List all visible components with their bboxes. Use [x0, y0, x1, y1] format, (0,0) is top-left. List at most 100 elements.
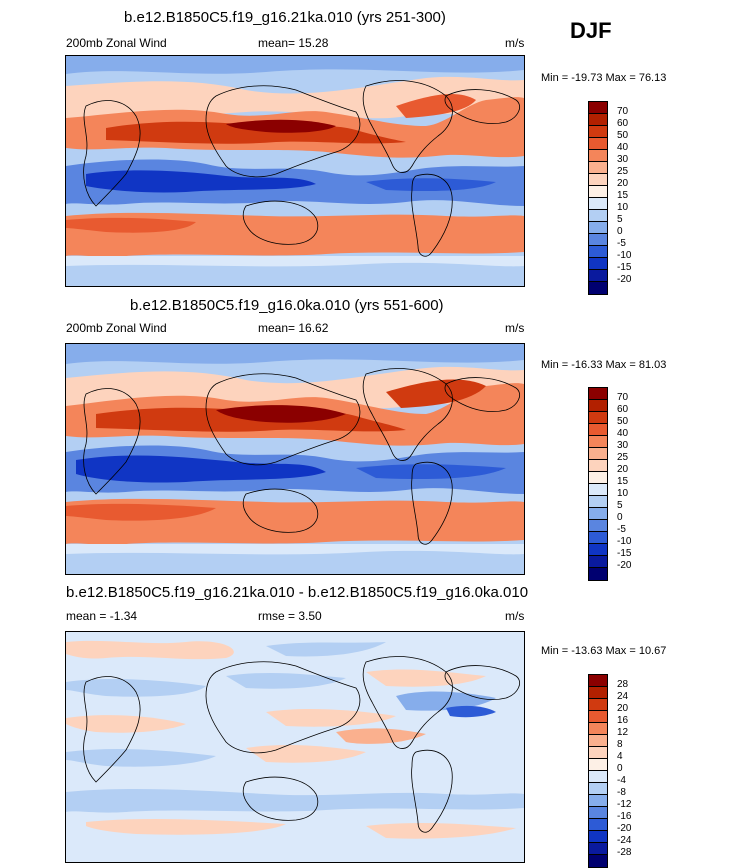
panel3-field-neg4: [396, 691, 496, 711]
panel2-colorbar-swatch: [589, 520, 607, 532]
panel3-field-pos4: [266, 709, 396, 727]
panel1-colorbar-swatch: [589, 102, 607, 114]
panel1-field-tropics-atl: [366, 178, 496, 192]
panel1-colorbar-label: -5: [617, 238, 626, 249]
panel1-minmax: Min = -19.73 Max = 76.13: [541, 72, 667, 84]
panel3-colorbar-swatch: [589, 843, 607, 855]
panel3-colorbar-label: 24: [617, 691, 629, 702]
panel2-colorbar-label: 10: [617, 488, 629, 499]
panel2-colorbar-label: 70: [617, 392, 629, 403]
panel3-colorbar-swatch: [589, 795, 607, 807]
panel1-field-sh-jetcore: [66, 217, 196, 233]
panel2-field-tropics-atl: [356, 464, 506, 479]
panel3-field-pos2: [366, 669, 486, 687]
panel2-colorbar-label: 50: [617, 416, 629, 427]
panel3-field-pos8: [366, 822, 516, 839]
panel3-colorbar-label: -8: [617, 787, 626, 798]
panel3-colorbar-label: -20: [617, 823, 632, 834]
panel2-colorbar-swatch: [589, 556, 607, 568]
panel3-field-neg1: [266, 642, 386, 657]
panel1-colorbar-swatch: [589, 258, 607, 270]
panel3-colorbar-swatch: [589, 855, 607, 867]
panel2-field-nh-jetmax: [216, 405, 346, 423]
panel1-map-svg: [66, 56, 524, 286]
panel2-minmax: Min = -16.33 Max = 81.03: [541, 359, 667, 371]
panel3-colorbar-label: -28: [617, 847, 632, 858]
panel2-colorbar-label: 20: [617, 464, 629, 475]
panel1-colorbar-swatch: [589, 246, 607, 258]
panel3-colorbar-swatch: [589, 675, 607, 687]
panel1-coastlines: [83, 80, 520, 257]
panel3-map-svg: [66, 632, 524, 862]
panel2-colorbar-swatch: [589, 460, 607, 472]
panel1-title: b.e12.B1850C5.f19_g16.21ka.010 (yrs 251-…: [124, 9, 446, 26]
panel3-colorbar-swatch: [589, 807, 607, 819]
panel1-field-atl-jet: [396, 93, 476, 118]
panel3-field-neg6: [66, 749, 216, 767]
panel1-colorbar-swatch: [589, 174, 607, 186]
panel3-colorbar: [588, 674, 608, 868]
panel3-colorbar-label: 28: [617, 679, 629, 690]
panel2-field-sh-jetcore: [66, 503, 216, 521]
panel3-field-pos5: [336, 728, 426, 744]
panel2-colorbar-swatch: [589, 388, 607, 400]
panel2-colorbar-swatch: [589, 532, 607, 544]
panel1-colorbar-label: 5: [617, 214, 623, 225]
panel1-colorbar-swatch: [589, 210, 607, 222]
panel3-colorbar-swatch: [589, 735, 607, 747]
panel1-colorbar-swatch: [589, 162, 607, 174]
panel2-colorbar-label: -15: [617, 548, 632, 559]
panel2-title: b.e12.B1850C5.f19_g16.0ka.010 (yrs 551-6…: [130, 297, 444, 314]
panel1-colorbar-label: -20: [617, 274, 632, 285]
panel3-coastlines: [83, 656, 520, 833]
panel1-colorbar-label: 70: [617, 106, 629, 117]
panel1-colorbar-label: 0: [617, 226, 623, 237]
panel2-colorbar-label: 5: [617, 500, 623, 511]
panel1-colorbar-swatch: [589, 114, 607, 126]
panel2-colorbar-label: 60: [617, 404, 629, 415]
panel3-field-pos1: [66, 640, 234, 660]
panel3-colorbar-label: 16: [617, 715, 629, 726]
panel3-rmse-label: rmse = 3.50: [258, 609, 322, 623]
panel1-colorbar-label: 15: [617, 190, 629, 201]
panel1-colorbar-label: 20: [617, 178, 629, 189]
panel3-map: [65, 631, 525, 863]
panel3-colorbar-label: -4: [617, 775, 626, 786]
panel3-colorbar-label: 12: [617, 727, 629, 738]
panel2-field-tropics-core: [76, 455, 326, 483]
panel2-map: [65, 343, 525, 575]
panel3-colorbar-swatch: [589, 819, 607, 831]
panel2-colorbar-label: 30: [617, 440, 629, 451]
panel1-colorbar-swatch: [589, 282, 607, 294]
panel2-colorbar-swatch: [589, 412, 607, 424]
panel3-colorbar-swatch: [589, 759, 607, 771]
panel2-variable-label: 200mb Zonal Wind: [66, 321, 167, 335]
panel2-colorbar-label: -5: [617, 524, 626, 535]
panel1-map: [65, 55, 525, 287]
panel2-colorbar-swatch: [589, 400, 607, 412]
panel2-colorbar-label: 40: [617, 428, 629, 439]
panel1-colorbar-swatch: [589, 186, 607, 198]
panel3-field-pos6: [246, 745, 366, 763]
panel2-colorbar-swatch: [589, 448, 607, 460]
panel1-colorbar-label: 60: [617, 118, 629, 129]
panel1-colorbar-swatch: [589, 198, 607, 210]
panel3-colorbar-label: -24: [617, 835, 632, 846]
season-label: DJF: [570, 18, 612, 43]
panel1-field-nh-jetmax: [226, 119, 336, 133]
panel2-colorbar-label: 15: [617, 476, 629, 487]
panel2-colorbar-swatch: [589, 472, 607, 484]
panel3-colorbar-label: 4: [617, 751, 623, 762]
panel3-colorbar-swatch: [589, 831, 607, 843]
panel1-colorbar-swatch: [589, 150, 607, 162]
panel2-colorbar-swatch: [589, 544, 607, 556]
panel3-field-neg3: [226, 672, 346, 689]
panel2-field-atl-jet: [386, 379, 486, 408]
panel2-colorbar-swatch: [589, 436, 607, 448]
panel2-field-polar: [66, 344, 524, 364]
panel3-mean-label: mean = -1.34: [66, 609, 138, 623]
panel3-field-pos7: [86, 818, 286, 835]
panel1-field-antarctic: [66, 262, 524, 286]
panel1-colorbar-label: 10: [617, 202, 629, 213]
panel2-colorbar-swatch: [589, 484, 607, 496]
